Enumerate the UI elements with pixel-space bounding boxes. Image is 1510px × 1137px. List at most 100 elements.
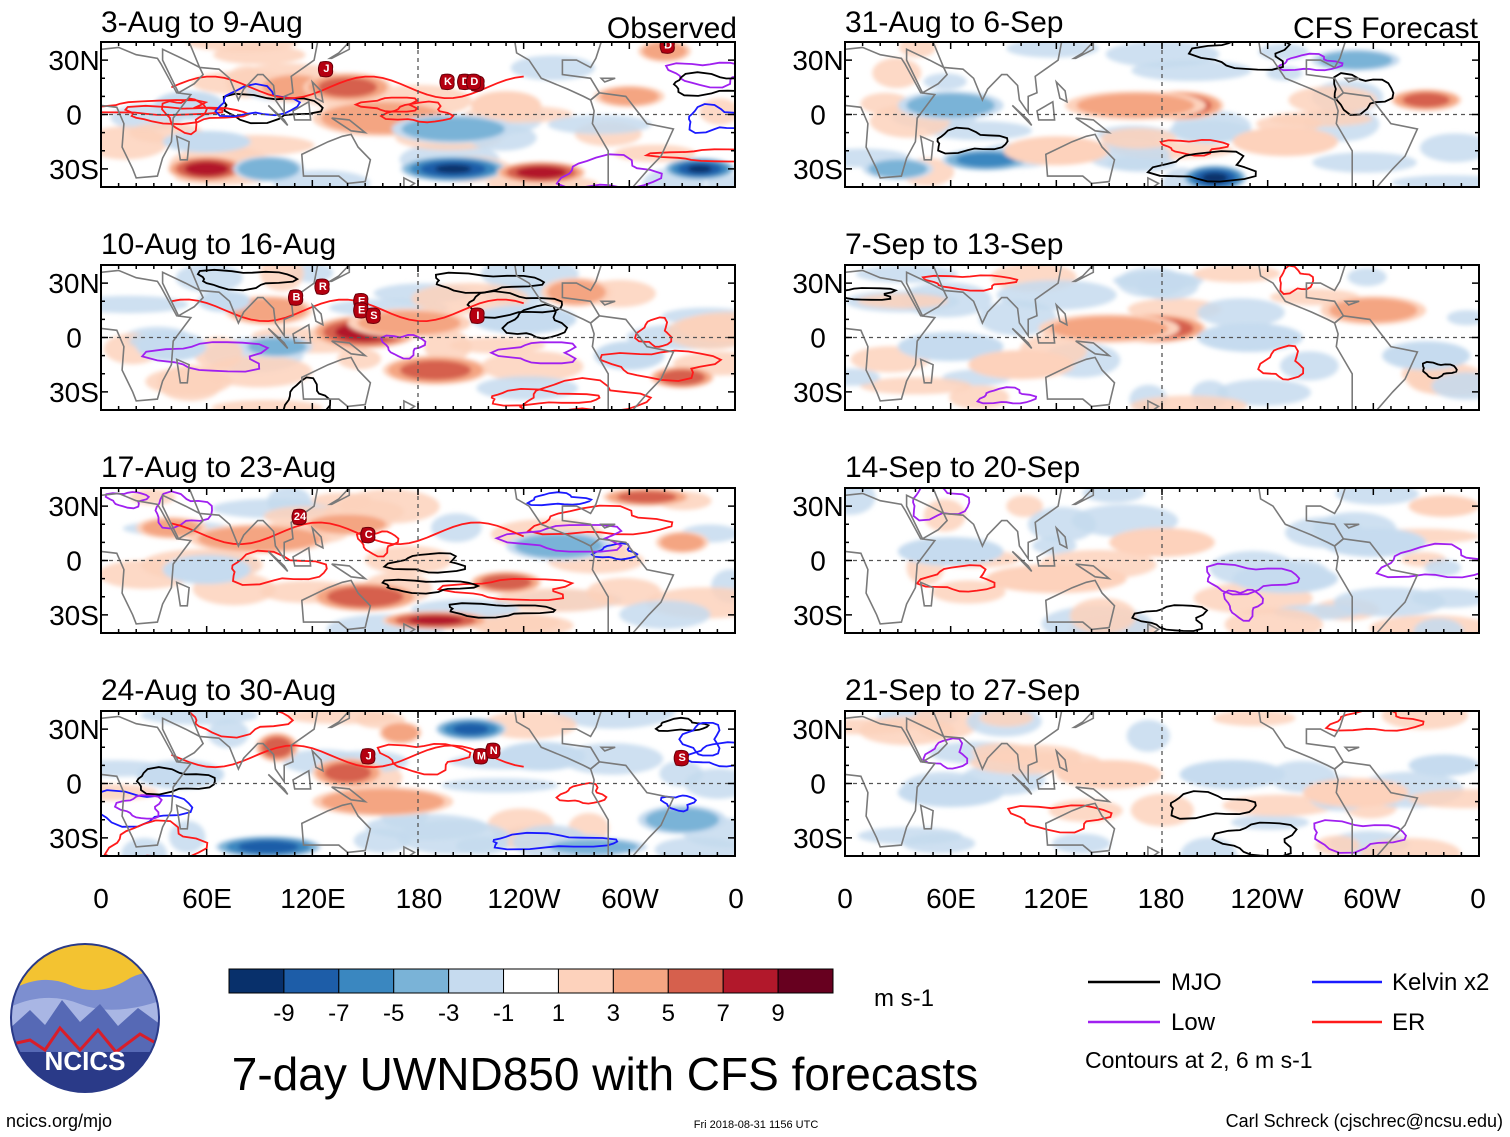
continent-outline [932,265,1063,339]
contour-line [688,103,735,134]
colorbar-label: 5 [662,1000,675,1027]
anomaly-cell [1382,341,1471,371]
axis-ticks [844,710,1480,857]
storm-marker: D [465,73,482,91]
storm-marker: 24 [291,508,307,526]
continent-outline [300,802,372,854]
contour-line [1211,821,1298,856]
timestamp: Fri 2018-08-31 1156 UTC [694,1119,819,1131]
x-axis-right: 0 60E 120E 180 120W 60W 0 [837,883,1486,914]
anomaly-cell [162,555,251,585]
contour-line [1159,138,1230,157]
anomaly-cell [1288,86,1378,114]
anomaly-cell [1329,298,1418,323]
x-tick-label: 120W [487,883,561,914]
anomaly-cell [1105,42,1220,68]
continent-outline [589,760,675,856]
continent-outline [1071,711,1095,729]
storm-label: S [678,752,685,764]
contour-line [135,766,216,796]
anomaly-cell [1268,111,1373,127]
contour-line [525,491,594,507]
contour-line [1324,711,1425,732]
storm-label: 24 [294,511,307,523]
colorbar-box [667,968,724,994]
panel: 3-Aug to 9-AugJKDDJD30N030S [48,6,736,188]
continent-outline [845,715,937,848]
continent-outline [1343,77,1360,83]
anomaly-cell [1117,267,1187,298]
anomaly-cell [397,820,511,855]
anomaly-cell [1302,778,1409,808]
contour-line [678,722,721,757]
anomaly-cell [1006,495,1044,518]
contour-line [598,349,723,382]
anomaly-cell [1419,133,1479,163]
colorbar-label: 3 [607,1000,620,1027]
storm-label: N [490,745,498,757]
colorbar-box [228,968,285,994]
contour-line [488,341,578,365]
anomaly-cell [985,564,1127,594]
continent-outline [905,271,949,317]
continent-outline [1044,579,1116,631]
continent-outline [1071,265,1095,283]
storm-label: S [370,310,377,322]
y-tick-label: 30N [792,714,843,745]
contour-line [154,490,213,530]
x-tick-label: 60W [601,883,659,914]
anomaly-cell [1446,310,1479,326]
contour-line [231,549,328,586]
contour-line [1206,562,1301,596]
storm-label: E [358,304,365,316]
continent-outline [331,786,368,803]
x-tick-label: 180 [396,883,443,914]
storm-marker: S [673,749,689,767]
continent-outline [1036,546,1056,567]
anomaly-shading [845,488,1479,633]
continent-outline [310,302,324,327]
anomaly-cell [1212,711,1296,727]
continent-outlines [845,265,1419,410]
continent-outline [188,488,319,562]
contour-line [355,530,400,558]
anomaly-cell [357,310,461,336]
colorbar-label: 7 [717,1000,730,1027]
panel-plot-area: B R EE S I [101,265,735,410]
panel-title: 31-Aug to 6-Sep [845,6,1063,39]
continent-outline [300,133,372,185]
continent-outline [845,46,937,179]
anomaly-cell [996,280,1117,310]
storm-label: K [444,76,452,88]
anomaly-cell [121,837,168,856]
colorbar-label: -5 [383,1000,404,1027]
contour-line [1333,72,1395,116]
continent-outline [327,711,351,729]
anomaly-cell [1335,488,1419,505]
contour-line [915,564,996,593]
continent-outline [1011,327,1033,349]
contour-line [1222,588,1264,622]
anomaly-cell [1408,754,1479,777]
anomaly-cell [897,332,1004,362]
x-tick-label: 60W [1343,883,1401,914]
storm-marker: N [485,742,501,760]
anomaly-cell [510,55,596,81]
anomaly-cell [1180,837,1237,856]
anomaly-cell [1006,42,1100,58]
continent-outline [1036,769,1056,790]
anomaly-cell [408,615,463,625]
anomaly-cell [1232,564,1339,594]
continent-outline [932,488,1063,562]
continent-outline [1044,356,1116,408]
anomaly-cell [337,348,382,370]
panel-title: 14-Sep to 20-Sep [845,451,1080,484]
anomaly-cell [423,330,472,363]
x-tick-label: 0 [1470,883,1486,914]
storm-marker: R [314,278,330,295]
anomaly-cell [207,719,249,748]
continent-outline [331,340,368,357]
legend-label-mjo: MJO [1171,969,1222,996]
continent-outline [1333,91,1419,187]
contour-line [664,61,735,89]
